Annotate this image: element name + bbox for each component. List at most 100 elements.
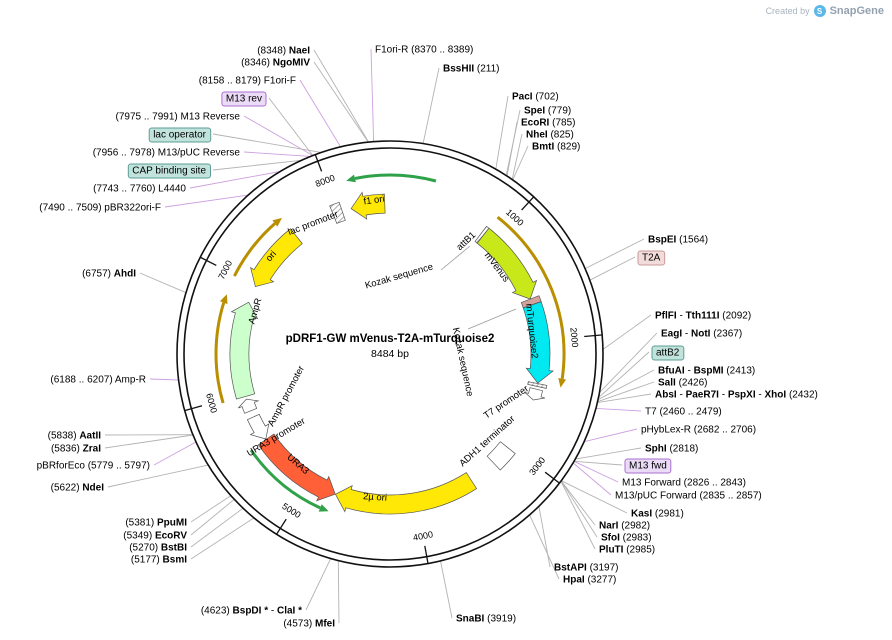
map-label-6188-6207-amp-r[interactable]: (6188 .. 6207) Amp-R	[50, 375, 146, 386]
orf-ori[interactable]	[233, 222, 276, 277]
feature-ura3[interactable]	[257, 433, 336, 502]
map-label-hpai-3277[interactable]: HpaI (3277)	[563, 575, 616, 586]
leader-eagi-noti-2367	[599, 332, 658, 393]
feature-f1-ori[interactable]	[350, 191, 386, 220]
feature-label-2-ori[interactable]: 2µ ori	[363, 491, 388, 504]
map-label-5622-ndei[interactable]: (5622) NdeI	[51, 483, 105, 494]
map-label-snabi-3919[interactable]: SnaBI (3919)	[456, 614, 516, 625]
feature-adh1-terminator[interactable]	[486, 441, 516, 471]
tick-8000	[314, 153, 323, 172]
map-label-5349-ecorv[interactable]: (5349) EcoRV	[123, 531, 187, 542]
map-label-4573-mfei[interactable]: (4573) MfeI	[283, 619, 335, 630]
map-label-ecori-785[interactable]: EcoRI (785)	[521, 118, 575, 129]
map-label-sfoi-2983[interactable]: SfoI (2983)	[601, 533, 652, 544]
leader-m13-rev	[268, 97, 314, 156]
leader-5270-bstbi	[190, 507, 244, 548]
orf-top[interactable]	[354, 173, 437, 183]
leader-m13-puc-forward-2835-2857	[572, 462, 612, 496]
map-label-pflfi-tth111i-2092[interactable]: PflFI - Tth111I (2092)	[655, 311, 751, 322]
tick-label-6000: 6000	[204, 392, 219, 414]
orf-fluorophores[interactable]	[496, 216, 566, 380]
leader-7743-7760-l4440	[189, 171, 281, 189]
map-label-bspei-1564[interactable]: BspEI (1564)	[648, 235, 708, 246]
map-label-nhei-825[interactable]: NheI (825)	[526, 130, 574, 141]
leader-m13-fwd	[573, 460, 623, 466]
map-label-phyblex-r-2682-2706[interactable]: pHybLex-R (2682 .. 2706)	[641, 425, 756, 436]
feature-mturquoise2[interactable]	[522, 301, 554, 384]
map-label-5836-zrai[interactable]: (5836) ZraI	[51, 444, 101, 455]
map-label-4623-bspdi-clai[interactable]: (4623) BspDI * - ClaI *	[201, 606, 302, 617]
leader-8346-ngomiv	[313, 61, 369, 143]
feature-label-ampr[interactable]: AmpR	[247, 297, 265, 326]
leader-nari-2982	[560, 480, 596, 526]
feature-label-f1-ori[interactable]: f1 ori	[363, 194, 385, 208]
plasmid-length: 8484 bp	[371, 348, 409, 360]
map-label-cap-binding-site[interactable]: CAP binding site	[132, 166, 206, 177]
map-label-7490-7509-pbr322ori-f[interactable]: (7490 .. 7509) pBR322ori-F	[39, 203, 161, 214]
map-label-nari-2982[interactable]: NarI (2982)	[599, 521, 650, 532]
map-label-pbrforeco-5779-5797[interactable]: pBRforEco (5779 .. 5797)	[37, 461, 150, 472]
tick-label-4000: 4000	[412, 529, 433, 542]
map-label-5270-bstbi[interactable]: (5270) BstBI	[129, 543, 187, 554]
map-label-bstapi-3197[interactable]: BstAPI (3197)	[554, 563, 618, 574]
feature-label-kozak-sequence[interactable]: Kozak sequence	[364, 262, 435, 292]
map-label-eagi-noti-2367[interactable]: EagI - NotI (2367)	[661, 329, 742, 340]
map-label-m13-puc-forward-2835-2857[interactable]: M13/pUC Forward (2835 .. 2857)	[615, 491, 762, 502]
map-label-kasi-2981[interactable]: KasI (2981)	[631, 509, 684, 520]
map-label-m13-rev[interactable]: M13 rev	[226, 94, 262, 105]
feature-ura3-promoter[interactable]	[246, 413, 270, 440]
map-label-7743-7760-l4440[interactable]: (7743 .. 7760) L4440	[93, 184, 186, 195]
feature-label-lac-promoter[interactable]: lac promoter	[287, 209, 340, 238]
feature-t7-promoter[interactable]	[524, 387, 545, 401]
leader-sphi-2818	[575, 447, 642, 460]
feature-attb1[interactable]	[474, 225, 490, 244]
leader-bfuai-bspmi-2413	[597, 369, 655, 401]
leader-6757-ahdi	[139, 272, 187, 294]
feature-lac-promoter[interactable]	[329, 201, 346, 224]
tick-label-3000: 3000	[527, 455, 547, 477]
feature-ampr-promoter[interactable]	[238, 398, 260, 414]
map-label-5381-ppumi[interactable]: (5381) PpuMI	[125, 518, 187, 529]
map-label-7956-7978-m13-puc-reverse[interactable]: (7956 .. 7978) M13/pUC Reverse	[93, 148, 241, 159]
map-label-m13-forward-2826-2843[interactable]: M13 Forward (2826 .. 2843)	[622, 478, 746, 489]
orf-ampr-arrowhead	[220, 294, 228, 305]
map-label-sali-2426[interactable]: SalI (2426)	[658, 378, 707, 389]
map-label-6757-ahdi[interactable]: (6757) AhdI	[82, 269, 136, 280]
map-label-sphi-2818[interactable]: SphI (2818)	[645, 444, 698, 455]
map-label-m13-fwd[interactable]: M13 fwd	[629, 461, 667, 472]
map-label-t7-2460-2479[interactable]: T7 (2460 .. 2479)	[645, 407, 722, 418]
map-label-7975-7991-m13-reverse[interactable]: (7975 .. 7991) M13 Reverse	[115, 112, 240, 123]
map-label-5838-aatii[interactable]: (5838) AatII	[48, 431, 102, 442]
feature-attb2[interactable]	[527, 381, 548, 389]
map-label-bmti-829[interactable]: BmtI (829)	[532, 142, 580, 153]
orf-arcs	[214, 173, 567, 512]
map-label-paci-702[interactable]: PacI (702)	[512, 92, 559, 103]
map-label-lac-operator[interactable]: lac operator	[153, 130, 206, 141]
feature-ori[interactable]	[250, 228, 303, 288]
feature-t2a[interactable]	[520, 295, 542, 309]
feature-ampr[interactable]	[229, 301, 259, 400]
map-label-bsshii-211[interactable]: BssHII (211)	[443, 64, 500, 75]
leader-sfoi-2983	[560, 480, 598, 538]
map-label-8348-naei[interactable]: (8348) NaeI	[257, 46, 310, 57]
map-label-pluti-2985[interactable]: PluTI (2985)	[599, 545, 655, 556]
map-label-5177-bsmi[interactable]: (5177) BsmI	[131, 555, 187, 566]
map-label-bfuai-bspmi-2413[interactable]: BfuAI - BspMI (2413)	[658, 366, 755, 377]
leader-4623-bspdi-clai	[305, 558, 332, 611]
orf-ampr[interactable]	[214, 302, 226, 404]
feature-mvenus[interactable]	[476, 227, 538, 300]
orf-ura3[interactable]	[249, 449, 321, 510]
map-label-8158-8179-f1ori-f[interactable]: (8158 .. 8179) F1ori-F	[199, 76, 296, 87]
map-label-box-attb2	[651, 345, 685, 361]
leader-4573-mfei	[337, 560, 340, 624]
map-label-spei-779[interactable]: SpeI (779)	[524, 106, 571, 117]
map-label-t2a[interactable]: T2A	[642, 253, 661, 264]
orf-ura3-arrowhead	[318, 504, 329, 512]
map-label-absi-paer7i-pspxi-xhoi-2432[interactable]: AbsI - PaeR7I - PspXI - XhoI (2432)	[655, 390, 818, 401]
feature-2u-ori[interactable]	[335, 472, 478, 515]
map-label-f1ori-r-8370-8389[interactable]: F1ori-R (8370 .. 8389)	[375, 45, 473, 56]
map-label-attb2[interactable]: attB2	[656, 348, 680, 359]
map-label-8346-ngomiv[interactable]: (8346) NgoMIV	[241, 58, 310, 69]
tick-4000	[424, 545, 429, 565]
